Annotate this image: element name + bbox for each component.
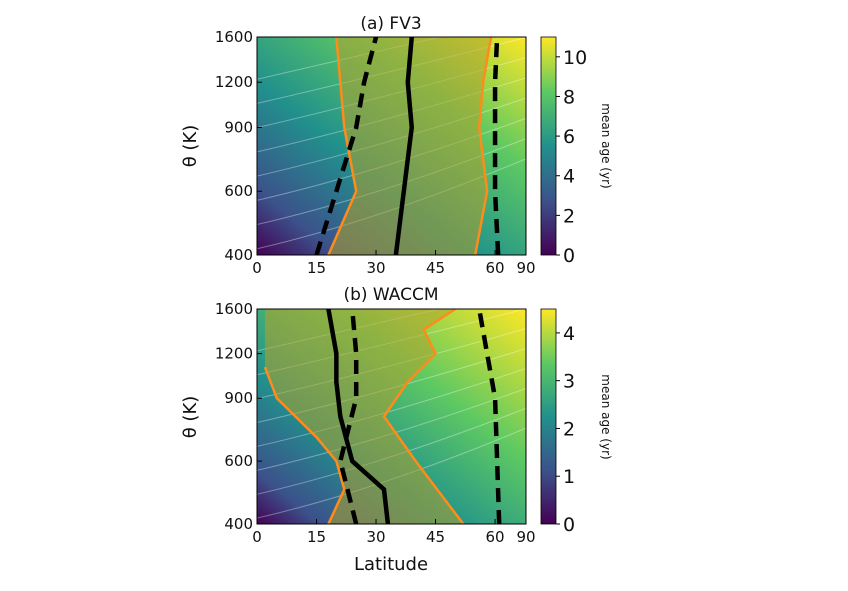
x-tick-label: 90 (516, 528, 535, 546)
x-tick-label: 60 (486, 259, 505, 277)
x-tick-label: 0 (252, 259, 262, 277)
y-tick-label: 400 (224, 515, 253, 533)
series-orange-left (263, 366, 346, 524)
colorbar-tick-label: 8 (563, 86, 575, 108)
colorbar-tick-label: 6 (563, 126, 575, 148)
x-tick-label: 15 (307, 528, 326, 546)
series-dashed-black-left (314, 37, 379, 255)
colorbar-tick-label: 0 (563, 514, 575, 536)
y-tick-label: 1200 (215, 73, 253, 91)
colorbar-tick-label: 4 (563, 323, 575, 345)
colorbar-tick-label: 2 (563, 205, 575, 227)
series-dashed-black-right (492, 37, 501, 255)
series-dashed-black-left (338, 309, 359, 524)
x-tick-label: 60 (486, 528, 505, 546)
colorbar-tick-label: 2 (563, 418, 575, 440)
y-tick-label: 1200 (215, 345, 253, 363)
series-orange-right (473, 37, 493, 255)
region-shade (264, 309, 464, 524)
plot-frame (256, 308, 527, 525)
colorbar-label: mean age (yr) (599, 103, 613, 188)
series-solid-black (393, 37, 415, 255)
panel-title: (a) FV3 (360, 14, 421, 34)
series-dashed-black-right (476, 309, 502, 524)
y-tick-label: 1600 (215, 300, 253, 318)
y-tick-label: 600 (224, 182, 253, 200)
colorbar (540, 36, 557, 256)
y-axis-label: θ (K) (180, 396, 201, 439)
y-tick-label: 600 (224, 452, 253, 470)
y-axis-label: θ (K) (180, 125, 201, 168)
series-orange-left (327, 37, 358, 255)
panel-title: (b) WACCM (343, 285, 438, 305)
x-tick-label: 30 (366, 528, 385, 546)
x-tick-label: 30 (366, 259, 385, 277)
series-solid-black (326, 309, 391, 524)
colorbar-tick-label: 4 (563, 166, 575, 188)
y-tick-label: 400 (224, 246, 253, 264)
colorbar-tick-label: 3 (563, 371, 575, 393)
x-tick-label: 0 (252, 528, 262, 546)
y-tick-label: 900 (224, 389, 253, 407)
colorbar-tick-label: 10 (563, 47, 587, 69)
y-tick-label: 1600 (215, 28, 253, 46)
y-tick-label: 900 (224, 118, 253, 136)
x-tick-label: 90 (516, 259, 535, 277)
colorbar-tick-label: 1 (563, 466, 575, 488)
x-tick-label: 45 (426, 528, 445, 546)
series-orange-right (382, 309, 465, 524)
x-tick-label: 15 (307, 259, 326, 277)
x-axis-label: Latitude (354, 554, 428, 575)
x-tick-label: 45 (426, 259, 445, 277)
plot-frame (256, 36, 527, 256)
colorbar-label: mean age (yr) (599, 374, 613, 459)
colorbar (540, 308, 557, 525)
colorbar-tick-label: 0 (563, 245, 575, 267)
